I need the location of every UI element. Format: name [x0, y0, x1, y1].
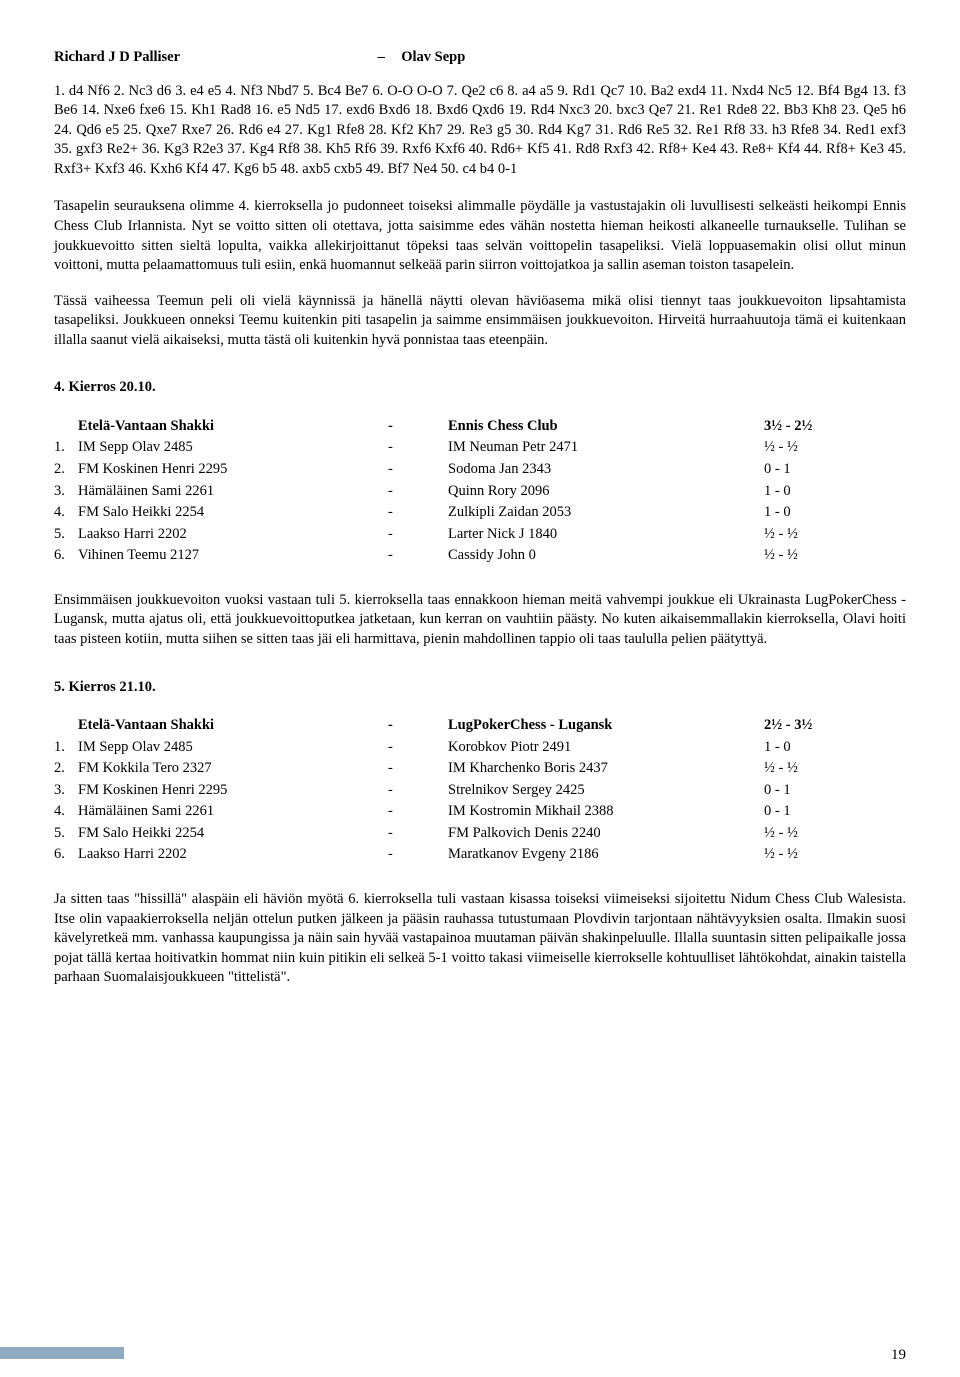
row-num: 4.: [54, 502, 78, 524]
row-score: ½ - ½: [764, 437, 906, 459]
table-row: 3.Hämäläinen Sami 2261-Quinn Rory 20961 …: [54, 481, 906, 503]
round4-score: 3½ - 2½: [764, 416, 906, 438]
row-num: 6.: [54, 844, 78, 866]
round5-teamA: Etelä-Vantaan Shakki: [78, 715, 388, 737]
round4-title: 4. Kierros 20.10.: [54, 378, 906, 398]
row-score: ½ - ½: [764, 823, 906, 845]
row-dash: -: [388, 780, 448, 802]
table-row: 2.FM Kokkila Tero 2327-IM Kharchenko Bor…: [54, 758, 906, 780]
table-row: 4.FM Salo Heikki 2254-Zulkipli Zaidan 20…: [54, 502, 906, 524]
row-score: ½ - ½: [764, 844, 906, 866]
player-b: Larter Nick J 1840: [448, 524, 764, 546]
row-score: 1 - 0: [764, 737, 906, 759]
row-dash: -: [388, 758, 448, 780]
player-a: Vihinen Teemu 2127: [78, 545, 388, 567]
player-b: Cassidy John 0: [448, 545, 764, 567]
player-a: Hämäläinen Sami 2261: [78, 481, 388, 503]
round4-dash: -: [388, 416, 448, 438]
table-row: 5.Laakso Harri 2202-Larter Nick J 1840½ …: [54, 524, 906, 546]
player-a: FM Koskinen Henri 2295: [78, 459, 388, 481]
round4-table: Etelä-Vantaan Shakki - Ennis Chess Club …: [54, 416, 906, 567]
row-num: 5.: [54, 823, 78, 845]
row-score: 0 - 1: [764, 801, 906, 823]
player-a: FM Salo Heikki 2254: [78, 502, 388, 524]
player-b: IM Neuman Petr 2471: [448, 437, 764, 459]
player-b: Maratkanov Evgeny 2186: [448, 844, 764, 866]
player-a: IM Sepp Olav 2485: [78, 437, 388, 459]
pgn-white: Richard J D Palliser: [54, 48, 374, 68]
player-b: IM Kostromin Mikhail 2388: [448, 801, 764, 823]
row-score: ½ - ½: [764, 758, 906, 780]
row-num: 6.: [54, 545, 78, 567]
table-row: 1.IM Sepp Olav 2485-IM Neuman Petr 2471½…: [54, 437, 906, 459]
round5-teamB: LugPokerChess - Lugansk: [448, 715, 764, 737]
row-dash: -: [388, 481, 448, 503]
row-num: 3.: [54, 481, 78, 503]
round5-title: 5. Kierros 21.10.: [54, 678, 906, 698]
row-num: 4.: [54, 801, 78, 823]
table-row: 3.FM Koskinen Henri 2295-Strelnikov Serg…: [54, 780, 906, 802]
table-row: 2.FM Koskinen Henri 2295-Sodoma Jan 2343…: [54, 459, 906, 481]
row-score: ½ - ½: [764, 524, 906, 546]
commentary-4: Ja sitten taas "hissillä" alaspäin eli h…: [54, 890, 906, 988]
player-b: Korobkov Piotr 2491: [448, 737, 764, 759]
row-num: 1.: [54, 737, 78, 759]
table-row: 6.Vihinen Teemu 2127-Cassidy John 0½ - ½: [54, 545, 906, 567]
player-b: Zulkipli Zaidan 2053: [448, 502, 764, 524]
player-a: FM Koskinen Henri 2295: [78, 780, 388, 802]
round4-header-row: Etelä-Vantaan Shakki - Ennis Chess Club …: [54, 416, 906, 438]
table-row: 1.IM Sepp Olav 2485-Korobkov Piotr 24911…: [54, 737, 906, 759]
player-a: IM Sepp Olav 2485: [78, 737, 388, 759]
row-score: 0 - 1: [764, 780, 906, 802]
row-dash: -: [388, 524, 448, 546]
player-a: Hämäläinen Sami 2261: [78, 801, 388, 823]
row-score: 1 - 0: [764, 481, 906, 503]
row-score: ½ - ½: [764, 545, 906, 567]
row-score: 1 - 0: [764, 502, 906, 524]
pgn-dash: –: [378, 48, 398, 68]
commentary-2: Tässä vaiheessa Teemun peli oli vielä kä…: [54, 292, 906, 351]
player-b: IM Kharchenko Boris 2437: [448, 758, 764, 780]
round5-dash: -: [388, 715, 448, 737]
round4-teamA: Etelä-Vantaan Shakki: [78, 416, 388, 438]
row-num: 1.: [54, 437, 78, 459]
row-num: 3.: [54, 780, 78, 802]
round5-score: 2½ - 3½: [764, 715, 906, 737]
commentary-1: Tasapelin seurauksena olimme 4. kierroks…: [54, 197, 906, 275]
footer-bar: [0, 1347, 124, 1359]
row-dash: -: [388, 545, 448, 567]
pgn-black: Olav Sepp: [401, 49, 465, 65]
pgn-moves: 1. d4 Nf6 2. Nc3 d6 3. e4 e5 4. Nf3 Nbd7…: [54, 82, 906, 180]
row-dash: -: [388, 737, 448, 759]
row-dash: -: [388, 801, 448, 823]
pgn-header: Richard J D Palliser – Olav Sepp: [54, 48, 906, 68]
table-row: 6.Laakso Harri 2202-Maratkanov Evgeny 21…: [54, 844, 906, 866]
row-dash: -: [388, 823, 448, 845]
player-a: FM Kokkila Tero 2327: [78, 758, 388, 780]
round4-teamB: Ennis Chess Club: [448, 416, 764, 438]
table-row: 5.FM Salo Heikki 2254-FM Palkovich Denis…: [54, 823, 906, 845]
page-number: 19: [891, 1345, 906, 1365]
player-a: Laakso Harri 2202: [78, 844, 388, 866]
row-num: 2.: [54, 459, 78, 481]
row-dash: -: [388, 502, 448, 524]
row-dash: -: [388, 459, 448, 481]
row-num: 5.: [54, 524, 78, 546]
player-b: Quinn Rory 2096: [448, 481, 764, 503]
row-score: 0 - 1: [764, 459, 906, 481]
player-a: Laakso Harri 2202: [78, 524, 388, 546]
round5-header-row: Etelä-Vantaan Shakki - LugPokerChess - L…: [54, 715, 906, 737]
row-dash: -: [388, 844, 448, 866]
player-b: Strelnikov Sergey 2425: [448, 780, 764, 802]
player-b: Sodoma Jan 2343: [448, 459, 764, 481]
row-num: 2.: [54, 758, 78, 780]
table-row: 4.Hämäläinen Sami 2261-IM Kostromin Mikh…: [54, 801, 906, 823]
player-b: FM Palkovich Denis 2240: [448, 823, 764, 845]
player-a: FM Salo Heikki 2254: [78, 823, 388, 845]
row-dash: -: [388, 437, 448, 459]
commentary-3: Ensimmäisen joukkuevoiton vuoksi vastaan…: [54, 591, 906, 650]
round5-table: Etelä-Vantaan Shakki - LugPokerChess - L…: [54, 715, 906, 866]
